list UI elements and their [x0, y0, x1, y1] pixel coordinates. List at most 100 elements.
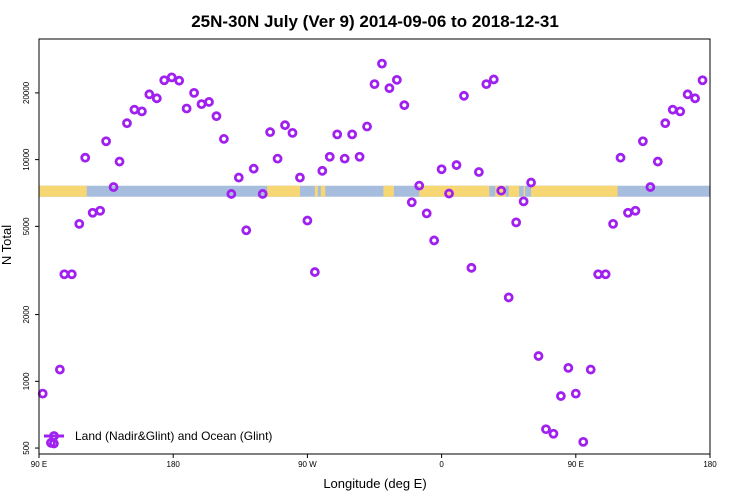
data-point-0-14 — [129, 104, 140, 115]
y-tick-label-5: 20000 — [22, 81, 31, 104]
data-point-0-50 — [399, 100, 410, 111]
data-point-0-28 — [233, 172, 244, 183]
data-point-0-74 — [578, 436, 589, 447]
land-band-5 — [419, 185, 490, 197]
data-point-0-89 — [690, 93, 700, 104]
data-point-0-25 — [211, 111, 222, 122]
data-point-0-46 — [369, 79, 380, 90]
data-point-0-82 — [638, 136, 648, 147]
data-point-0-88 — [682, 89, 693, 100]
data-point-0-8 — [87, 207, 98, 218]
data-point-0-55 — [436, 164, 447, 175]
data-point-0-48 — [384, 83, 395, 94]
data-point-0-30 — [248, 163, 259, 174]
y-axis: 500 1000 2000 5000 10000 20000 — [22, 81, 39, 455]
data-point-0-11 — [108, 182, 119, 192]
data-point-0-43 — [347, 129, 358, 140]
data-point-0-79 — [615, 152, 626, 163]
data-point-0-62 — [488, 74, 499, 85]
land-band-9 — [531, 185, 618, 197]
data-point-0-31 — [257, 189, 268, 199]
x-tick-label-2: 90 W — [298, 460, 317, 469]
data-point-0-63 — [496, 185, 507, 196]
data-point-0-16 — [144, 89, 155, 100]
x-tick-label-4: 90 E — [568, 460, 584, 469]
data-point-0-42 — [339, 153, 350, 164]
data-point-0-6 — [74, 218, 85, 229]
ocean-band — [39, 185, 710, 197]
data-point-0-41 — [332, 129, 343, 140]
data-point-0-27 — [226, 189, 237, 199]
data-point-0-35 — [287, 127, 298, 138]
data-point-0-65 — [511, 217, 522, 228]
data-point-0-81 — [630, 205, 641, 216]
data-point-0-13 — [122, 118, 132, 129]
data-point-0-20 — [174, 75, 185, 86]
data-point-0-59 — [466, 262, 477, 273]
x-tick-label-5: 180 — [703, 460, 717, 469]
data-point-0-9 — [95, 205, 106, 216]
data-point-0-4 — [59, 269, 70, 280]
legend-marker-swatch — [49, 431, 59, 441]
data-point-0-87 — [675, 106, 686, 117]
data-point-0-47 — [377, 58, 387, 69]
x-tick-label-0: 90 E — [31, 460, 47, 469]
data-point-0-58 — [459, 90, 469, 101]
data-point-0-66 — [518, 196, 529, 207]
data-point-0-24 — [204, 97, 214, 107]
x-axis-label: Longitude (deg E) — [323, 476, 426, 491]
y-tick-label-2: 2000 — [22, 305, 31, 323]
data-point-0-21 — [181, 103, 192, 114]
data-point-0-49 — [391, 74, 402, 85]
data-point-0-39 — [317, 165, 328, 176]
data-point-0-33 — [272, 153, 283, 164]
data-point-0-32 — [265, 127, 276, 138]
data-point-0-0 — [37, 388, 48, 399]
data-point-0-85 — [660, 118, 671, 129]
legend: Land (Nadir&Glint) and Ocean (Glint) — [44, 429, 272, 443]
data-point-0-77 — [600, 269, 611, 280]
data-point-0-57 — [451, 160, 462, 170]
x-axis: 90 E 180 90 W 0 90 E 180 — [31, 454, 717, 469]
data-point-0-76 — [593, 269, 604, 280]
land-band-2 — [314, 185, 318, 197]
x-tick-label-3: 0 — [439, 460, 444, 469]
data-point-0-12 — [114, 156, 125, 167]
data-point-0-60 — [473, 167, 484, 177]
y-tick-label-3: 5000 — [22, 217, 31, 235]
data-points — [37, 58, 708, 449]
land-band-3 — [320, 185, 326, 197]
data-point-0-68 — [533, 351, 544, 361]
data-point-0-54 — [429, 235, 440, 246]
data-point-0-18 — [159, 75, 170, 86]
data-point-0-75 — [585, 364, 596, 375]
data-point-0-44 — [354, 151, 365, 162]
data-point-0-71 — [555, 391, 566, 401]
land-band-1 — [267, 185, 300, 197]
x-tick-label-1: 180 — [167, 460, 181, 469]
data-point-0-22 — [189, 87, 199, 98]
data-point-0-53 — [421, 208, 432, 219]
data-point-0-15 — [136, 106, 147, 117]
data-point-0-45 — [362, 121, 372, 132]
data-point-0-19 — [166, 72, 177, 83]
data-point-0-72 — [563, 362, 574, 373]
data-point-0-78 — [608, 218, 618, 229]
plot-frame — [38, 38, 711, 455]
y-tick-label-0: 500 — [22, 441, 31, 455]
data-point-0-73 — [570, 388, 581, 399]
data-point-0-38 — [309, 267, 320, 277]
data-point-0-10 — [101, 136, 111, 147]
data-point-0-80 — [623, 207, 633, 218]
data-point-0-23 — [196, 99, 207, 109]
chart-title: 25N-30N July (Ver 9) 2014-09-06 to 2018-… — [191, 12, 559, 31]
data-point-0-34 — [280, 120, 290, 131]
data-point-0-90 — [697, 75, 708, 86]
data-point-0-70 — [548, 428, 559, 439]
data-point-0-5 — [66, 269, 77, 280]
data-point-0-26 — [218, 134, 229, 144]
land-band-7 — [508, 185, 520, 197]
land-band-8 — [523, 185, 526, 197]
data-point-0-64 — [503, 292, 514, 303]
